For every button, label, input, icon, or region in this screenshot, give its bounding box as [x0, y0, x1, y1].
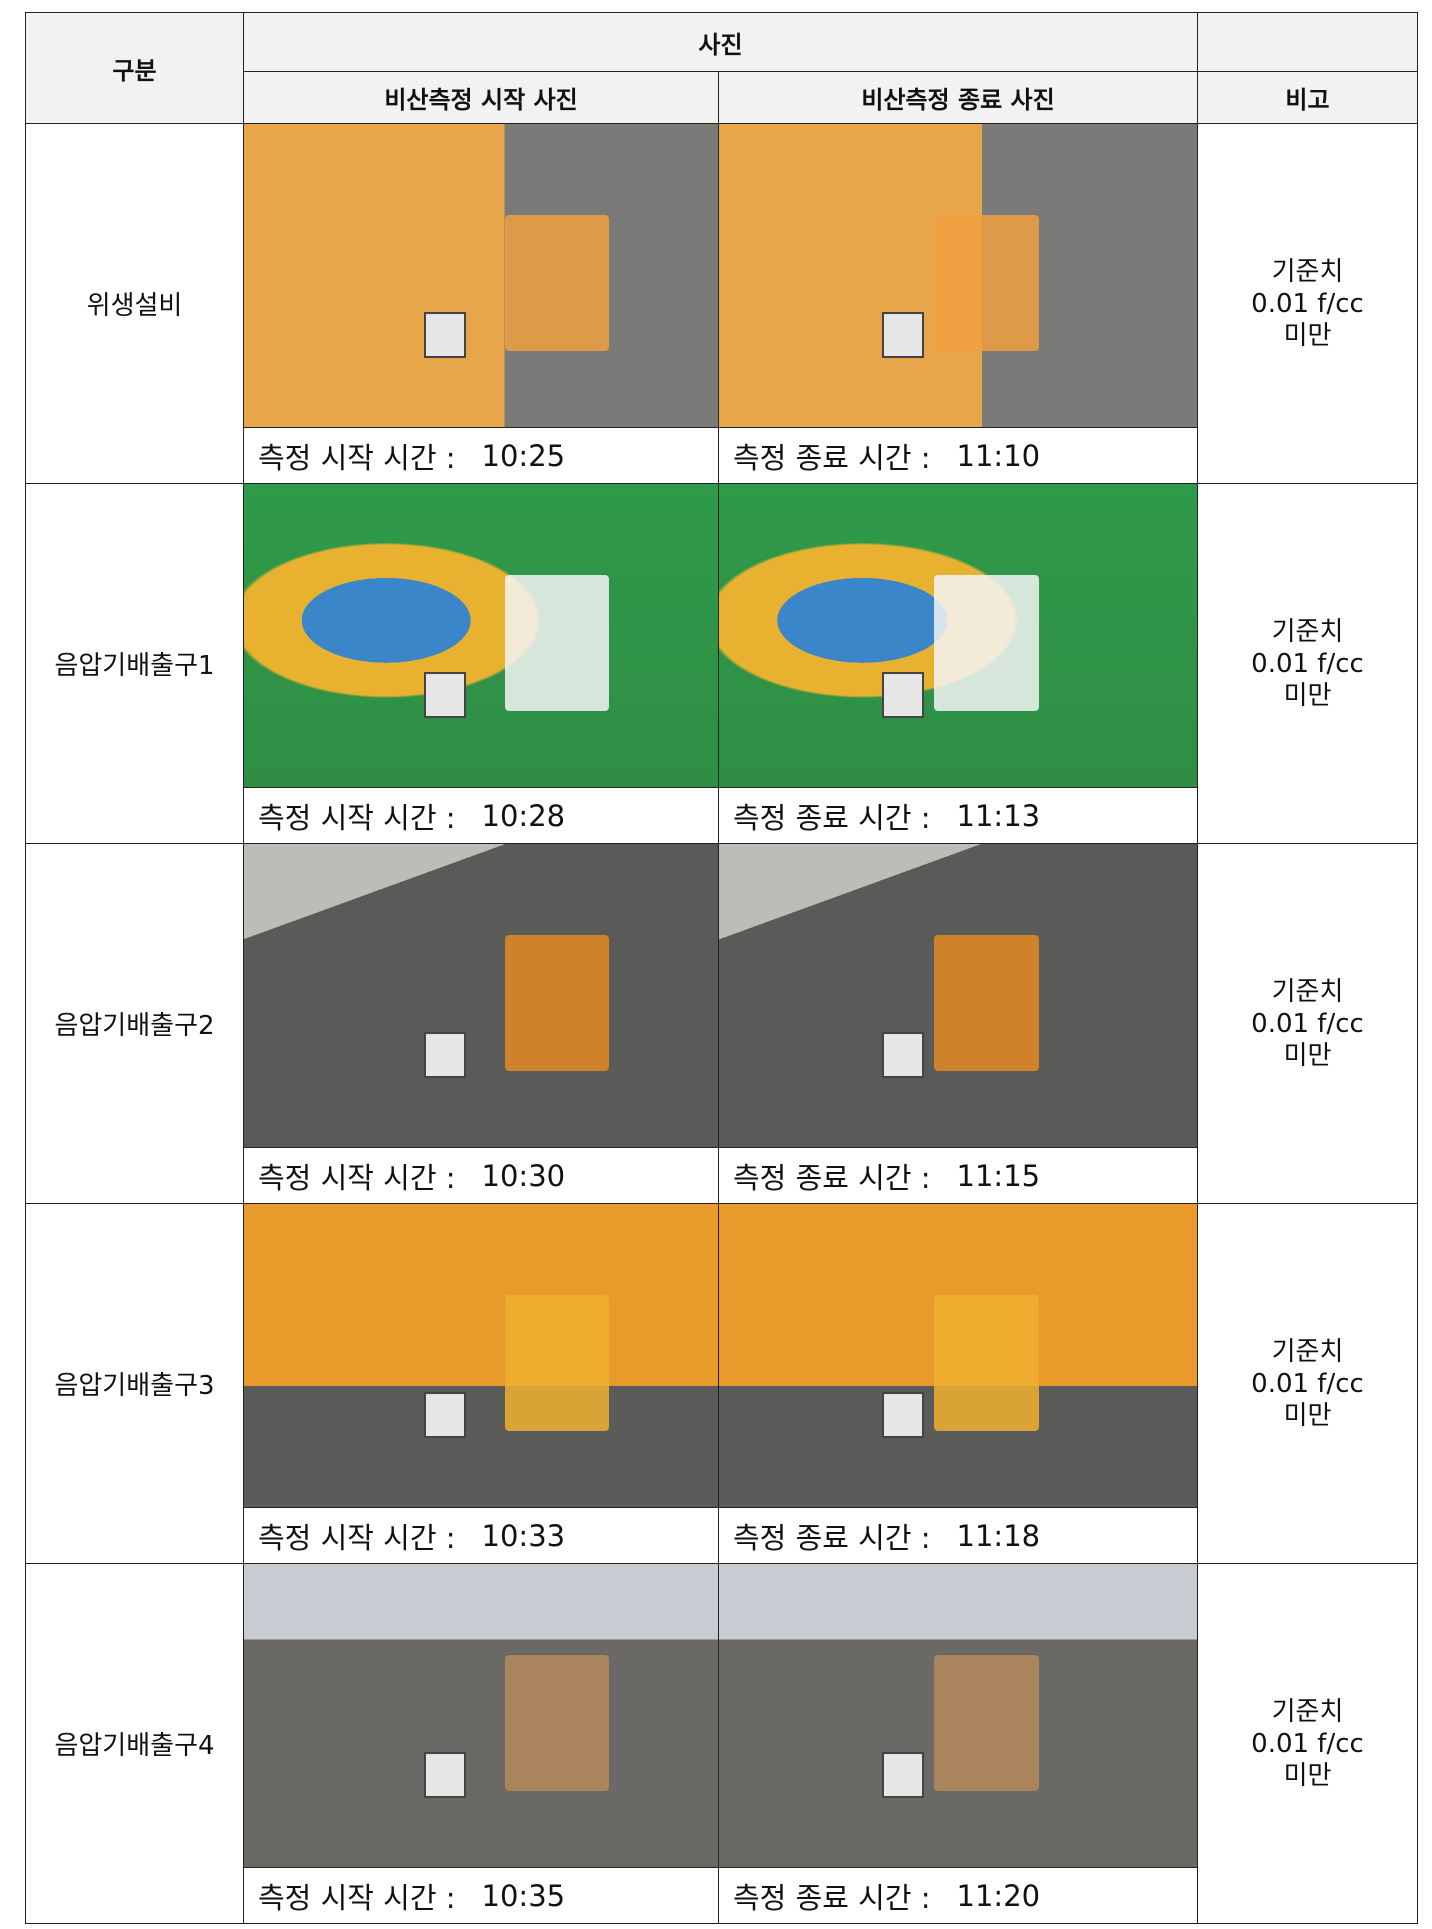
- caption: 측정 시작 시간 : 10:30: [243, 1147, 719, 1204]
- caption-label: 측정 시작 시간 :: [258, 1880, 456, 1915]
- remark-line: 미만: [1283, 320, 1332, 351]
- photo: [718, 1203, 1198, 1508]
- remark-line: 기준치: [1271, 616, 1344, 647]
- caption: 측정 종료 시간 : 11:18: [718, 1507, 1198, 1564]
- caption-time: 10:33: [481, 1518, 566, 1553]
- photo-object: [934, 934, 1040, 1072]
- photo-object: [504, 1654, 609, 1792]
- photo-object: [504, 934, 609, 1072]
- caption: 측정 종료 시간 : 11:10: [718, 427, 1198, 484]
- remark-line: 미만: [1283, 1400, 1332, 1431]
- caption: 측정 시작 시간 : 10:25: [243, 427, 719, 484]
- remark-line: 미만: [1283, 680, 1332, 711]
- photo: [718, 843, 1198, 1148]
- photo: [718, 1563, 1198, 1868]
- caption-time: 11:20: [956, 1878, 1041, 1913]
- remark-line: 0.01 f/cc: [1251, 1728, 1364, 1759]
- remark-line: 기준치: [1271, 1336, 1344, 1367]
- caption-label: 측정 시작 시간 :: [258, 440, 456, 475]
- caption-label: 측정 시작 시간 :: [258, 1160, 456, 1195]
- remark: 기준치 0.01 f/cc 미만: [1197, 483, 1418, 844]
- caption-time: 11:10: [956, 438, 1041, 473]
- header-category: 구분: [25, 12, 244, 124]
- photo-device: [881, 1751, 924, 1799]
- caption: 측정 종료 시간 : 11:15: [718, 1147, 1198, 1204]
- row-name: 음압기배출구3: [25, 1203, 244, 1564]
- caption-time: 10:28: [481, 798, 566, 833]
- caption: 측정 시작 시간 : 10:35: [243, 1867, 719, 1924]
- photo-device: [424, 671, 467, 719]
- remark: 기준치 0.01 f/cc 미만: [1197, 843, 1418, 1204]
- photo-object: [934, 1654, 1040, 1792]
- row-name: 위생설비: [25, 123, 244, 484]
- remark-line: 미만: [1283, 1760, 1332, 1791]
- caption: 측정 시작 시간 : 10:33: [243, 1507, 719, 1564]
- row-name: 음압기배출구2: [25, 843, 244, 1204]
- photo: [243, 1203, 719, 1508]
- photo-object: [934, 1294, 1040, 1432]
- remark-line: 기준치: [1271, 1696, 1344, 1727]
- caption-label: 측정 시작 시간 :: [258, 800, 456, 835]
- photo: [243, 1563, 719, 1868]
- caption-time: 10:25: [481, 438, 566, 473]
- remark: 기준치 0.01 f/cc 미만: [1197, 1203, 1418, 1564]
- remark: 기준치 0.01 f/cc 미만: [1197, 1563, 1418, 1924]
- photo-object: [504, 574, 609, 712]
- remark-line: 기준치: [1271, 976, 1344, 1007]
- caption: 측정 시작 시간 : 10:28: [243, 787, 719, 844]
- photo: [243, 123, 719, 428]
- photo-device: [881, 1391, 924, 1439]
- row-name: 음압기배출구1: [25, 483, 244, 844]
- caption-label: 측정 종료 시간 :: [733, 1160, 931, 1195]
- photo-object: [934, 214, 1040, 352]
- header-end-photo: 비산측정 종료 사진: [718, 71, 1198, 124]
- photo-object: [504, 1294, 609, 1432]
- photo-device: [424, 1031, 467, 1079]
- caption-time: 10:30: [481, 1158, 566, 1193]
- caption-time: 11:13: [956, 798, 1041, 833]
- header-photo: 사진: [243, 12, 1198, 72]
- photo-object: [934, 574, 1040, 712]
- photo: [243, 843, 719, 1148]
- caption-time: 10:35: [481, 1878, 566, 1913]
- photo-device: [424, 1391, 467, 1439]
- caption-label: 측정 종료 시간 :: [733, 800, 931, 835]
- photo-device: [424, 1751, 467, 1799]
- photo: [718, 123, 1198, 428]
- photo-device: [881, 1031, 924, 1079]
- caption-label: 측정 종료 시간 :: [733, 440, 931, 475]
- remark-line: 0.01 f/cc: [1251, 1368, 1364, 1399]
- remark-line: 기준치: [1271, 256, 1344, 287]
- remark-line: 0.01 f/cc: [1251, 288, 1364, 319]
- caption: 측정 종료 시간 : 11:13: [718, 787, 1198, 844]
- header-start-photo: 비산측정 시작 사진: [243, 71, 719, 124]
- photo-device: [881, 671, 924, 719]
- header-remark: 비고: [1197, 71, 1418, 124]
- caption-label: 측정 종료 시간 :: [733, 1880, 931, 1915]
- photo: [718, 483, 1198, 788]
- caption-label: 측정 종료 시간 :: [733, 1520, 931, 1555]
- header-empty: [1197, 12, 1418, 72]
- remark-line: 0.01 f/cc: [1251, 648, 1364, 679]
- caption-time: 11:18: [956, 1518, 1041, 1553]
- photo-object: [504, 214, 609, 352]
- photo: [243, 483, 719, 788]
- remark-line: 0.01 f/cc: [1251, 1008, 1364, 1039]
- photo-device: [424, 311, 467, 359]
- caption: 측정 종료 시간 : 11:20: [718, 1867, 1198, 1924]
- photo-device: [881, 311, 924, 359]
- caption-time: 11:15: [956, 1158, 1041, 1193]
- row-name: 음압기배출구4: [25, 1563, 244, 1924]
- caption-label: 측정 시작 시간 :: [258, 1520, 456, 1555]
- remark-line: 미만: [1283, 1040, 1332, 1071]
- remark: 기준치 0.01 f/cc 미만: [1197, 123, 1418, 484]
